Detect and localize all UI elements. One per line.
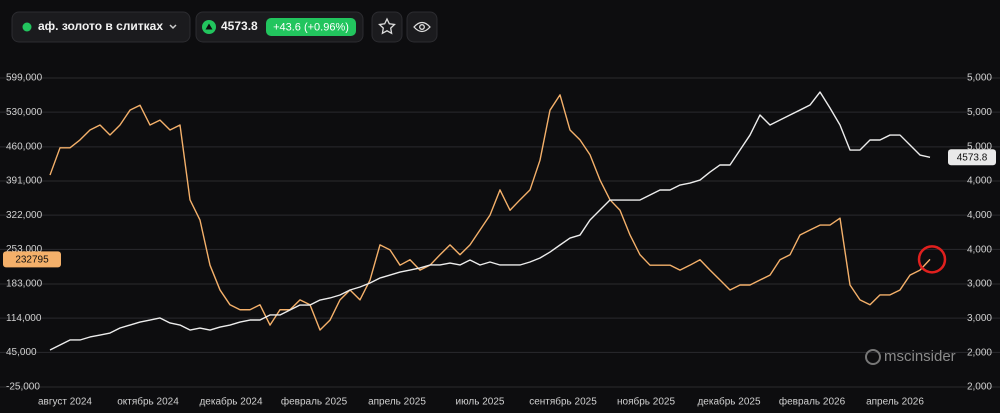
x-tick-label: декабрь 2024 xyxy=(199,396,263,408)
y2-tick-label: 3,000 xyxy=(967,313,992,324)
x-tick-label: август 2024 xyxy=(38,397,92,408)
tag-text: 232795 xyxy=(15,254,49,265)
up-arrow xyxy=(205,23,213,30)
series-line xyxy=(49,94,931,331)
view-button[interactable] xyxy=(406,11,438,43)
button-bg[interactable] xyxy=(406,11,438,43)
y-tick-label: -25,000 xyxy=(6,382,40,393)
y2-tick-label: 5,000 xyxy=(967,73,992,84)
y2-tick-label: 4,000 xyxy=(967,176,992,187)
y-tick-label: 45,000 xyxy=(6,347,37,358)
star-icon xyxy=(378,17,396,35)
watermark-text: mscinsider xyxy=(884,348,956,365)
x-tick-label: апрель 2025 xyxy=(368,397,426,408)
change-badge xyxy=(266,18,356,36)
chevron xyxy=(169,24,177,30)
symbol-selector[interactable]: аф. золото в слитках xyxy=(11,11,191,43)
symbol-name: аф. золото в слитках xyxy=(38,19,163,33)
y-tick-label: 460,000 xyxy=(6,141,43,152)
x-tick-label: апрель 2026 xyxy=(866,397,924,408)
tag-bg xyxy=(948,149,996,166)
x-tick-label: сентябрь 2025 xyxy=(529,396,597,408)
y-tick-label: 530,000 xyxy=(6,107,43,118)
eye-icon xyxy=(413,21,431,33)
y2-tick-label: 4,000 xyxy=(967,210,992,221)
y2-tick-label: 3,000 xyxy=(967,279,992,290)
y2-tick-label: 5,000 xyxy=(967,141,992,152)
highlight-circle xyxy=(917,245,947,274)
y2-tick-label: 5,000 xyxy=(967,107,992,118)
y-tick-label: 183,000 xyxy=(6,279,43,290)
price: 4573.8 xyxy=(221,19,258,33)
series-line xyxy=(49,91,931,351)
y2-tick-label: 2,000 xyxy=(967,347,992,358)
x-tick-label: февраль 2026 xyxy=(779,396,846,408)
y2-tick-label: 4,000 xyxy=(967,244,992,255)
symbol-pill[interactable] xyxy=(11,11,191,43)
y-tick-label: 253,000 xyxy=(6,244,43,255)
change: +43.6 (+0.96%) xyxy=(273,21,349,33)
y2-tick-label: 2,000 xyxy=(967,382,992,393)
status-dot xyxy=(22,22,32,32)
y-tick-label: 599,000 xyxy=(6,73,43,84)
y-tick-label: 322,000 xyxy=(6,210,43,221)
x-tick-label: ноябрь 2025 xyxy=(617,396,675,408)
x-tick-label: июль 2025 xyxy=(456,397,505,408)
price-box: 4573.8 +43.6 (+0.96%) xyxy=(195,11,364,43)
x-tick-label: октябрь 2024 xyxy=(117,396,179,408)
eye-pupil xyxy=(419,24,425,30)
tag-text: 4573.8 xyxy=(957,152,988,163)
watermark-logo xyxy=(865,349,881,365)
tag-bg xyxy=(3,251,61,268)
favorite-button[interactable] xyxy=(371,11,403,43)
button-bg[interactable] xyxy=(371,11,403,43)
y-tick-label: 391,000 xyxy=(6,176,43,187)
x-tick-label: февраль 2025 xyxy=(281,396,348,408)
y-tick-label: 114,000 xyxy=(6,313,42,324)
last-value-tag: 232795 xyxy=(3,251,61,268)
last-value-tag: 4573.8 xyxy=(948,149,996,166)
x-tick-label: декабрь 2025 xyxy=(697,396,761,408)
watermark: mscinsider xyxy=(865,348,956,365)
